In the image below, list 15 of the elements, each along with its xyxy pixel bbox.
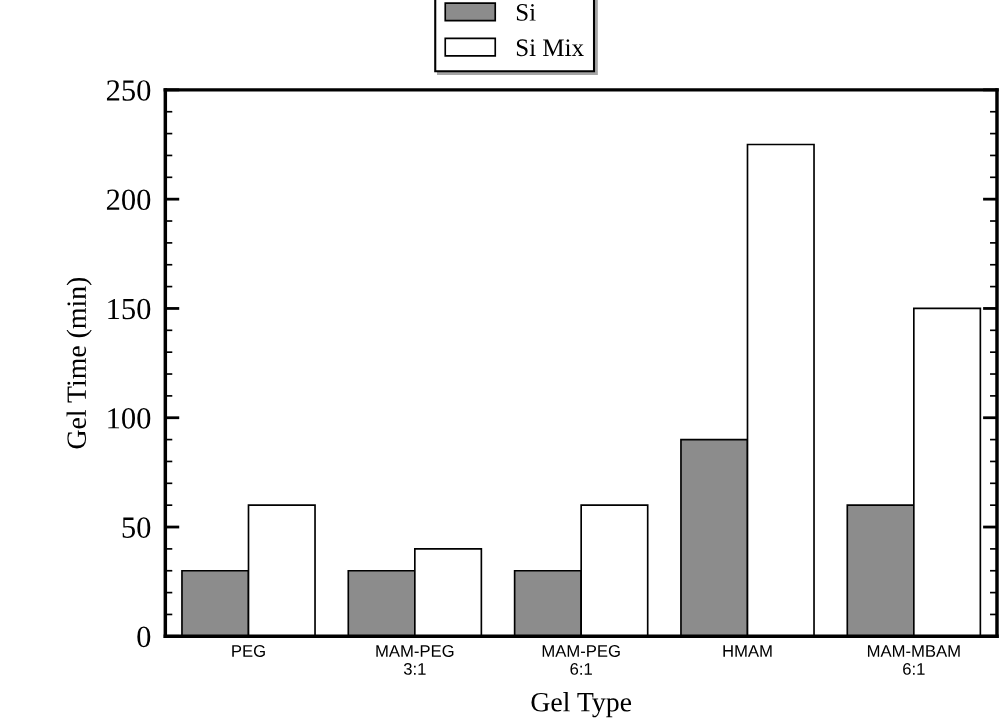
x-tick-label: MAM-PEG 3:1 [376, 645, 454, 675]
x-tick-label: MAM-PEG 6:1 [542, 645, 620, 675]
y-tick-label: 0 [137, 626, 151, 648]
y-tick-label: 100 [108, 408, 151, 429]
y-tick-label: 50 [122, 517, 151, 538]
x-tick-label: PEG [232, 645, 265, 657]
legend-label: Si Mix [516, 39, 584, 57]
y-tick-label: 150 [108, 298, 151, 320]
y-tick-label: 200 [106, 189, 151, 211]
y-tick-label: 250 [106, 80, 151, 101]
y-axis-title: Gel Time (min) [66, 277, 92, 449]
x-tick-label: HMAM [723, 645, 772, 657]
x-axis-title: Gel Type [531, 692, 632, 718]
legend-label: Si [516, 4, 536, 21]
x-tick-label: MAM-MBAM 6:1 [867, 645, 960, 675]
